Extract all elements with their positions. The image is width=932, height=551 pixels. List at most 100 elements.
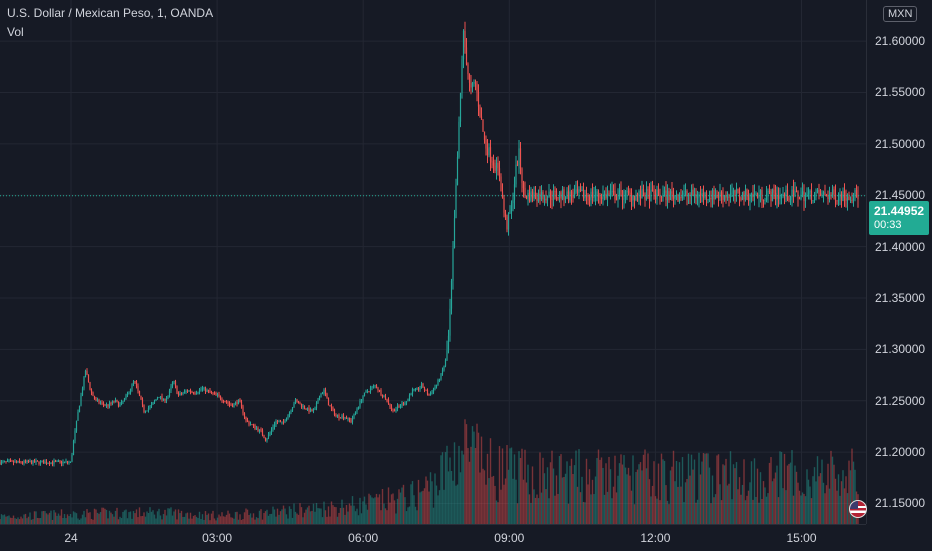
volume-bar	[161, 519, 163, 524]
volume-bar	[332, 505, 334, 524]
volume-bar	[102, 507, 105, 524]
volume-bar	[147, 512, 150, 524]
volume-bar	[294, 511, 297, 524]
volume-bar	[273, 509, 276, 524]
candle-body	[402, 403, 405, 405]
candle-body	[755, 193, 757, 195]
candle-body	[111, 401, 114, 404]
volume-bar	[281, 509, 283, 524]
candle-body	[269, 432, 271, 435]
volume-bar	[632, 455, 634, 524]
volume-bar	[381, 489, 384, 524]
volume-bar	[240, 519, 243, 524]
volume-bar	[629, 475, 631, 524]
volume-bar	[11, 518, 13, 524]
candle-body	[453, 218, 456, 248]
candle-body	[663, 190, 666, 193]
time-axis[interactable]: 24 03:00 06:00 09:00 12:00 15:00	[0, 524, 866, 551]
candle-body	[200, 389, 202, 391]
volume-bar	[542, 457, 544, 524]
candle-body	[462, 30, 465, 60]
candle-body	[26, 460, 28, 462]
volume-bar	[729, 451, 732, 524]
volume-bar	[825, 485, 828, 524]
volume-bar	[111, 514, 114, 524]
volume-bar	[146, 511, 148, 524]
price-axis[interactable]: 21.15000 21.20000 21.25000 21.30000 21.35000…	[866, 0, 932, 524]
currency-unit-button[interactable]: MXN	[883, 6, 918, 22]
volume-bar	[821, 459, 823, 524]
volume-bar	[540, 492, 543, 524]
candle-body	[762, 200, 765, 201]
candle-body	[750, 193, 753, 198]
volume-bar	[260, 509, 262, 524]
volume-bar	[582, 501, 585, 524]
volume-bar	[297, 514, 300, 524]
volume-bar	[272, 506, 274, 524]
candle-body	[575, 189, 577, 193]
candle-body	[417, 388, 420, 390]
candle-body	[48, 463, 51, 464]
volume-bar	[848, 460, 850, 524]
volume-bar	[326, 516, 328, 524]
price-chart[interactable]	[0, 0, 866, 524]
volume-bar	[515, 479, 517, 524]
volume-bar	[380, 510, 382, 524]
volume-bar	[17, 517, 19, 524]
candle-body	[408, 395, 411, 399]
candle-body	[257, 428, 259, 432]
candle-body	[287, 415, 289, 419]
volume-bar	[690, 454, 693, 524]
candle-body	[332, 408, 334, 410]
candle-body	[465, 47, 468, 65]
candle-body	[498, 168, 501, 177]
volume-bar	[458, 445, 460, 524]
candle-body	[378, 390, 381, 391]
candle-body	[63, 461, 66, 463]
volume-bar	[572, 474, 574, 524]
volume-bar	[71, 517, 73, 524]
volume-bar	[117, 519, 120, 524]
candle-body	[134, 381, 136, 382]
volume-bar	[191, 518, 193, 524]
candle-body	[78, 405, 81, 413]
volume-bar	[491, 476, 493, 524]
volume-bar	[816, 456, 819, 524]
candle-body	[680, 196, 682, 199]
candle-body	[806, 193, 808, 196]
candle-body	[420, 383, 423, 388]
candle-body	[102, 402, 105, 405]
candle-body	[92, 392, 94, 397]
volume-bar	[179, 513, 181, 524]
candle-body	[846, 196, 849, 201]
candle-body	[471, 83, 474, 88]
candle-body	[548, 191, 550, 198]
candle-body	[500, 176, 502, 192]
volume-bar	[224, 516, 226, 524]
candle-body	[773, 189, 775, 193]
volume-bar	[86, 509, 88, 524]
volume-bar	[131, 518, 133, 524]
candle-body	[29, 461, 31, 463]
volume-bar	[812, 476, 814, 524]
candle-body	[485, 139, 487, 149]
volume-bar	[401, 487, 403, 524]
volume-bar	[455, 485, 457, 524]
candle-body	[144, 411, 147, 413]
candle-body	[714, 195, 717, 200]
volume-bar	[158, 508, 160, 524]
candle-body	[482, 119, 484, 132]
candle-body	[174, 381, 177, 387]
candle-body	[521, 168, 523, 183]
candle-body	[39, 461, 42, 464]
candle-body	[89, 382, 91, 390]
volume-bar	[20, 516, 22, 524]
candle-body	[252, 424, 255, 426]
volume-bar	[650, 496, 652, 524]
candle-body	[666, 191, 669, 201]
candle-body	[290, 410, 292, 413]
volume-bar	[153, 514, 156, 524]
volume-bar	[435, 485, 438, 524]
volume-bar	[234, 512, 237, 524]
volume-bar	[39, 518, 42, 524]
